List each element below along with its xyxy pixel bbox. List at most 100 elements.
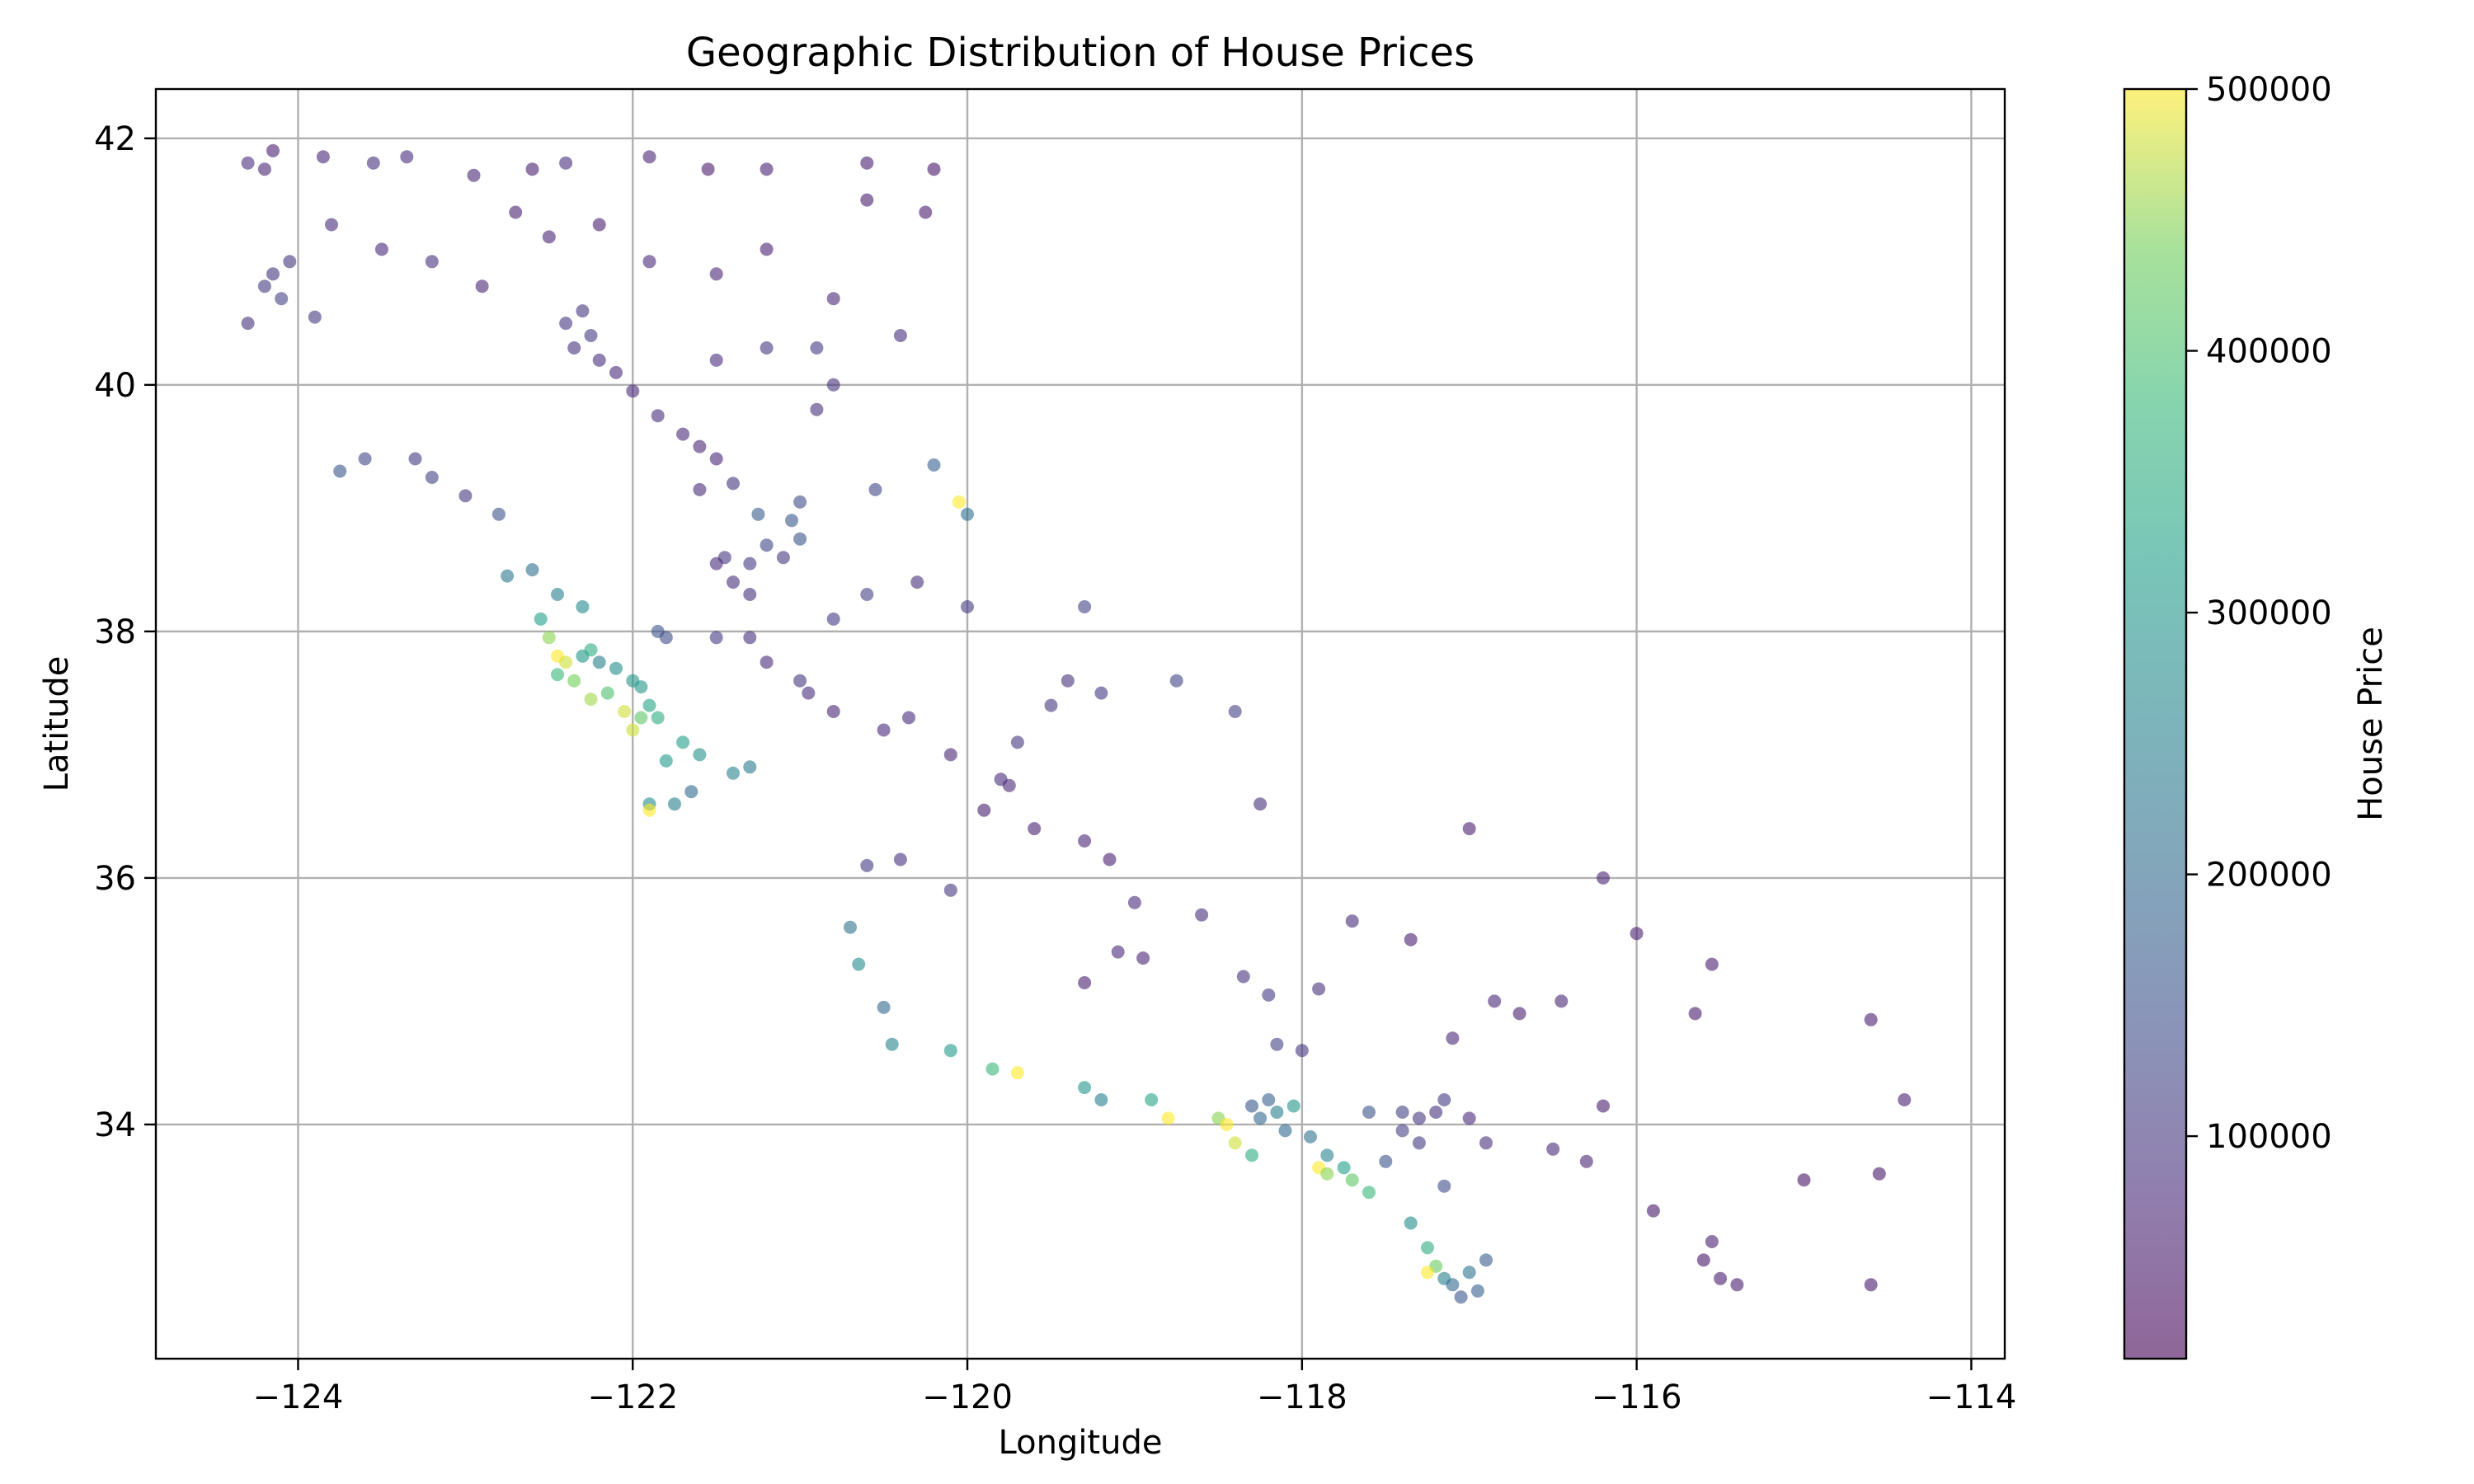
data-point (1262, 988, 1276, 1002)
data-point (425, 471, 439, 484)
data-point (1220, 1117, 1234, 1131)
data-point (651, 409, 665, 423)
data-point (1169, 674, 1183, 688)
data-point (534, 612, 548, 626)
data-point (358, 452, 372, 466)
data-point (802, 686, 816, 700)
data-point (1546, 1142, 1560, 1156)
data-point (961, 507, 974, 521)
data-point (1028, 822, 1042, 836)
data-point (1421, 1241, 1434, 1255)
data-point (592, 218, 606, 232)
data-point (1479, 1253, 1493, 1267)
data-point (1437, 1093, 1451, 1106)
data-point (826, 612, 840, 626)
data-point (860, 193, 874, 207)
data-point (1462, 1111, 1476, 1125)
data-point (584, 329, 598, 342)
data-point (1312, 982, 1326, 996)
data-point (793, 674, 807, 688)
data-point (609, 365, 623, 379)
data-point (1379, 1154, 1393, 1168)
data-point (668, 797, 681, 811)
data-point (760, 655, 774, 669)
data-point (743, 556, 757, 571)
data-point (893, 852, 907, 866)
colorbar-tick-label: 400000 (2206, 333, 2332, 371)
data-point (1278, 1124, 1292, 1138)
data-point (1454, 1290, 1468, 1304)
data-point (609, 661, 623, 675)
data-point (459, 489, 473, 503)
grid (156, 89, 2005, 1359)
data-point (693, 439, 707, 453)
data-point (709, 452, 723, 466)
data-point (567, 341, 581, 355)
data-point (1094, 686, 1108, 700)
data-point (810, 402, 824, 416)
data-point (1145, 1093, 1159, 1106)
data-point (1345, 914, 1359, 928)
data-point (743, 588, 757, 601)
data-point (559, 156, 573, 170)
y-tick-label: 38 (94, 613, 136, 651)
data-point (684, 785, 698, 799)
data-point (743, 760, 757, 774)
data-point (642, 698, 656, 712)
data-point (1395, 1124, 1409, 1138)
colorbar-ticks: 100000 200000 300000 400000 500000 (2186, 71, 2332, 1156)
data-point (860, 858, 874, 872)
data-point (1002, 778, 1016, 792)
data-point (1078, 600, 1092, 613)
data-point (1898, 1093, 1912, 1106)
data-point (241, 317, 255, 331)
data-point (1295, 1044, 1309, 1058)
data-point (509, 205, 523, 219)
data-point (266, 267, 280, 281)
data-point (727, 575, 740, 589)
data-point (1044, 698, 1058, 712)
data-point (860, 588, 874, 601)
data-point (927, 458, 941, 472)
data-point (525, 162, 539, 176)
data-point (793, 495, 807, 509)
data-point (1253, 797, 1268, 811)
data-point (760, 341, 774, 355)
data-point (659, 631, 673, 645)
data-point (1111, 945, 1125, 959)
data-point (793, 532, 807, 546)
data-point (551, 668, 564, 682)
data-point (400, 150, 414, 164)
colorbar-gradient (2124, 89, 2186, 1359)
data-point (885, 1037, 899, 1051)
colorbar-label: House Price (2352, 627, 2390, 821)
data-point (943, 1044, 957, 1058)
data-point (826, 292, 840, 306)
colorbar-tick-label: 500000 (2206, 71, 2332, 109)
data-point (1127, 895, 1141, 909)
data-point (559, 655, 573, 669)
data-point (1404, 932, 1418, 946)
data-point (1262, 1093, 1276, 1106)
data-point (475, 279, 489, 294)
data-point (551, 588, 564, 601)
y-tick-label: 34 (94, 1106, 136, 1144)
data-point (1797, 1173, 1811, 1187)
colorbar-tick-label: 100000 (2206, 1118, 2332, 1156)
data-point (1337, 1161, 1351, 1175)
data-point (1488, 994, 1502, 1008)
data-point (1195, 908, 1209, 922)
data-point (676, 735, 690, 749)
data-point (584, 643, 598, 657)
data-point (1470, 1284, 1484, 1298)
data-point (408, 452, 422, 466)
data-point (743, 631, 757, 645)
data-point (1270, 1037, 1284, 1051)
data-point (1304, 1129, 1317, 1144)
chart-title: Geographic Distribution of House Prices (686, 30, 1475, 76)
data-points (241, 143, 1912, 1304)
data-point (325, 218, 338, 232)
data-point (760, 242, 774, 256)
data-point (893, 329, 907, 342)
